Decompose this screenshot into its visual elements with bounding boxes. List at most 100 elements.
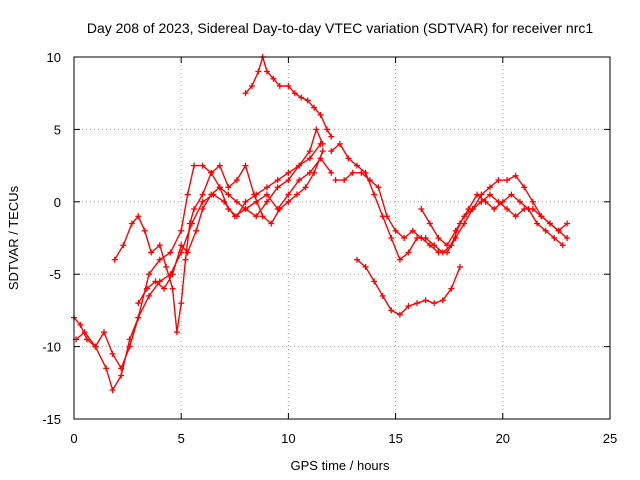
data-point-marker <box>388 307 395 314</box>
satellite-track-5 <box>242 54 335 140</box>
data-point-marker <box>184 249 191 256</box>
data-point-marker <box>354 256 361 263</box>
data-point-marker <box>317 111 324 118</box>
satellite-track-7-line <box>335 172 568 254</box>
data-point-marker <box>285 169 292 176</box>
x-tick-label: 20 <box>496 431 510 446</box>
data-point-marker <box>191 162 198 169</box>
data-point-marker <box>405 249 412 256</box>
data-point-marker <box>135 213 142 220</box>
data-point-marker <box>186 220 193 227</box>
data-point-marker <box>396 311 403 318</box>
data-point-marker <box>409 227 416 234</box>
data-point-marker <box>270 75 277 82</box>
satellite-track-9 <box>418 191 571 249</box>
data-point-marker <box>336 140 343 147</box>
chart-title: Day 208 of 2023, Sidereal Day-to-day VTE… <box>87 20 593 36</box>
data-point-marker <box>146 271 153 278</box>
y-tick-label: 5 <box>54 122 61 137</box>
data-point-marker <box>268 220 275 227</box>
x-tick-label: 0 <box>70 431 77 446</box>
data-point-marker <box>504 206 511 213</box>
data-point-marker <box>263 184 270 191</box>
data-point-marker <box>534 220 541 227</box>
data-point-marker <box>311 169 318 176</box>
data-point-marker <box>444 242 451 249</box>
data-point-marker <box>81 329 88 336</box>
data-point-marker <box>92 343 99 350</box>
data-point-marker <box>521 206 528 213</box>
data-point-marker <box>546 220 553 227</box>
data-point-marker <box>191 206 198 213</box>
data-point-marker <box>555 227 562 234</box>
data-point-marker <box>354 162 361 169</box>
satellite-track-3 <box>111 148 326 336</box>
data-point-marker <box>298 94 305 101</box>
data-point-marker <box>135 300 142 307</box>
data-point-marker <box>379 292 386 299</box>
data-point-marker <box>253 213 260 220</box>
data-point-marker <box>120 242 127 249</box>
data-point-marker <box>143 285 150 292</box>
data-point-marker <box>478 191 485 198</box>
satellite-track-3-line <box>114 150 324 333</box>
data-point-marker <box>448 285 455 292</box>
data-point-marker <box>504 177 511 184</box>
data-point-marker <box>253 191 260 198</box>
data-point-marker <box>263 191 270 198</box>
data-point-marker <box>161 285 168 292</box>
data-point-marker <box>199 162 206 169</box>
data-point-marker <box>146 292 153 299</box>
x-tick-label: 25 <box>603 431 617 446</box>
data-point-marker <box>285 191 292 198</box>
data-point-marker <box>152 278 159 285</box>
data-point-marker <box>285 198 292 205</box>
data-point-marker <box>418 235 425 241</box>
data-point-marker <box>199 206 206 213</box>
data-point-marker <box>435 249 442 256</box>
data-point-marker <box>512 172 519 179</box>
data-point-marker <box>328 169 335 176</box>
data-point-marker <box>109 387 116 394</box>
data-point-marker <box>148 249 155 256</box>
data-point-marker <box>167 249 174 256</box>
data-point-marker <box>323 126 330 133</box>
data-point-marker <box>431 300 438 307</box>
data-point-marker <box>296 177 303 184</box>
data-point-marker <box>452 227 459 234</box>
data-point-marker <box>274 177 281 184</box>
data-point-marker <box>538 213 545 220</box>
data-point-marker <box>233 177 240 184</box>
data-point-marker <box>516 198 523 205</box>
data-point-marker <box>542 227 549 234</box>
data-point-marker <box>306 148 313 155</box>
data-point-marker <box>332 177 339 184</box>
data-point-marker <box>478 198 485 205</box>
data-point-marker <box>414 300 421 307</box>
x-tick-label: 10 <box>281 431 295 446</box>
data-point-marker <box>141 227 148 234</box>
data-point-marker <box>371 191 378 198</box>
data-point-marker <box>362 263 369 270</box>
data-point-marker <box>302 184 309 191</box>
data-point-marker <box>341 177 348 184</box>
data-point-marker <box>345 155 352 162</box>
y-tick-label: 0 <box>54 195 61 210</box>
data-point-marker <box>491 206 498 213</box>
data-point-marker <box>208 169 215 176</box>
data-point-marker <box>296 162 303 169</box>
satellite-track-1-line <box>73 128 324 369</box>
data-point-marker <box>242 90 249 97</box>
data-point-marker <box>248 82 255 89</box>
data-point-marker <box>328 133 335 140</box>
data-point-marker <box>263 68 270 75</box>
satellite-track-4 <box>135 140 324 307</box>
data-point-marker <box>83 336 90 343</box>
data-point-marker <box>418 206 425 213</box>
data-point-marker <box>263 198 270 205</box>
data-point-marker <box>508 191 515 198</box>
data-point-marker <box>456 263 463 270</box>
data-point-marker <box>375 184 382 191</box>
satellite-track-6-line <box>330 143 564 261</box>
data-point-marker <box>169 271 176 278</box>
